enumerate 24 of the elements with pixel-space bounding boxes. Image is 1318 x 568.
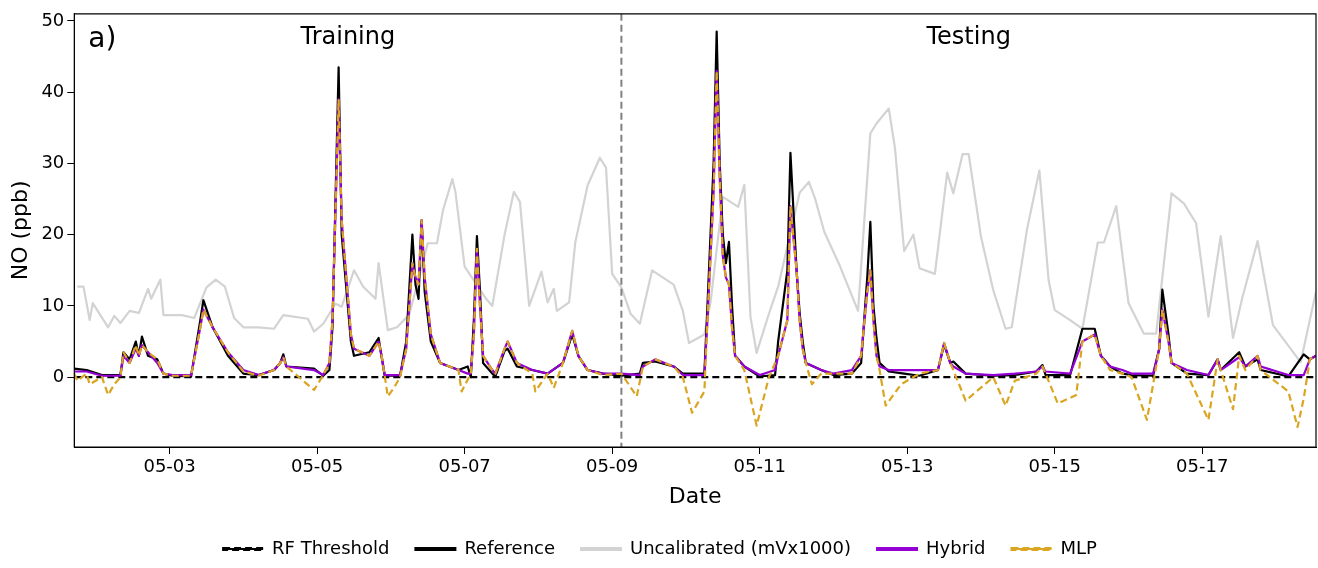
x-tick-label: 05-13 <box>881 455 934 477</box>
y-tick-label: 40 <box>41 79 65 101</box>
x-tick-label: 05-09 <box>586 455 639 477</box>
y-tick-label: 50 <box>41 8 65 30</box>
x-tick-label: 05-17 <box>1176 455 1229 477</box>
x-tick-label: 05-07 <box>438 455 491 477</box>
legend-label: MLP <box>1060 536 1098 558</box>
legend-label: RF Threshold <box>272 536 390 558</box>
y-tick-label: 0 <box>52 364 65 386</box>
legend-label: Uncalibrated (mVx1000) <box>630 536 852 558</box>
y-axis-title: NO (ppb) <box>6 180 32 281</box>
x-tick-label: 05-15 <box>1028 455 1081 477</box>
y-tick-label: 10 <box>41 293 65 315</box>
legend-label: Hybrid <box>926 536 986 558</box>
annotation: Training <box>299 22 396 51</box>
y-tick-label: 30 <box>41 151 65 173</box>
y-tick-label: 20 <box>41 222 65 244</box>
x-tick-label: 05-05 <box>290 455 344 477</box>
annotation: Testing <box>925 22 1011 51</box>
x-tick-label: 05-11 <box>733 455 786 477</box>
x-axis-title: Date <box>668 482 722 508</box>
legend-label: Reference <box>464 536 556 558</box>
annotation: a) <box>88 21 117 55</box>
x-tick-label: 05-03 <box>143 455 196 477</box>
